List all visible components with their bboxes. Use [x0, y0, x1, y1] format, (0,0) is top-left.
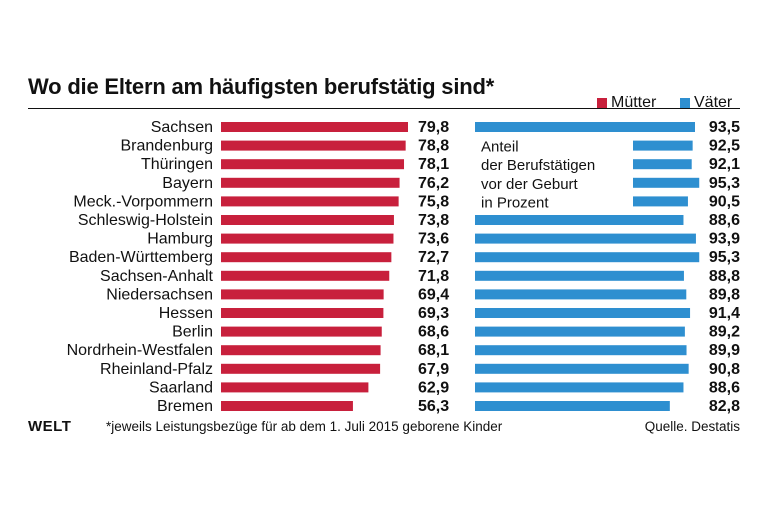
footnote: *jeweils Leistungsbezüge für ab dem 1. J…: [106, 419, 503, 434]
bar-vaeter-sachsen-anhalt: [475, 270, 684, 281]
bar-vaeter-schleswig-holstein: [475, 215, 684, 225]
bar-muetter-meck-vorpommern: [221, 196, 399, 207]
value-vaeter-th-ringen: 92,1: [709, 156, 740, 173]
bar-vaeter-baden-w-rttemberg: [475, 252, 700, 263]
state-label-schleswig-holstein: Schleswig-Holstein: [78, 212, 213, 229]
state-label-niedersachsen: Niedersachsen: [106, 286, 213, 303]
legend-swatch-vaeter: [680, 98, 690, 108]
bar-vaeter-rheinland-pfalz: [475, 363, 689, 374]
bar-vaeter-sachsen: [475, 122, 695, 132]
bar-muetter-baden-w-rttemberg: [221, 252, 392, 263]
bar-muetter-brandenburg: [221, 140, 406, 151]
bar-muetter-saarland: [221, 382, 369, 393]
value-muetter-hessen: 69,3: [418, 305, 449, 322]
bar-muetter-bremen: [221, 401, 353, 411]
value-muetter-sachsen: 79,8: [418, 119, 449, 136]
value-vaeter-sachsen: 93,5: [709, 119, 740, 136]
legend-label-muetter: Mütter: [611, 94, 657, 111]
value-muetter-baden-w-rttemberg: 72,7: [418, 249, 449, 266]
chart-title: Wo die Eltern am häufigsten berufstätig …: [28, 74, 495, 99]
bar-vaeter-bremen: [475, 401, 670, 411]
bar-muetter-berlin: [221, 326, 382, 337]
state-label-saarland: Saarland: [149, 379, 213, 396]
value-muetter-bremen: 56,3: [418, 398, 449, 415]
value-vaeter-baden-w-rttemberg: 95,3: [709, 249, 740, 266]
value-vaeter-sachsen-anhalt: 88,8: [709, 268, 740, 285]
title-divider: [28, 108, 740, 109]
value-vaeter-brandenburg: 92,5: [709, 138, 740, 155]
value-muetter-bayern: 76,2: [418, 175, 449, 192]
bar-vaeter-saarland: [475, 382, 684, 393]
bar-vaeter-hessen: [475, 308, 691, 318]
mothers-bars: 79,8 78,878,1 76,275,8 73,8 73,672,7 71,869,4…: [221, 119, 449, 415]
state-label-berlin: Berlin: [172, 324, 213, 341]
value-vaeter-meck-vorpommern: 90,5: [709, 193, 740, 210]
bar-muetter-rheinland-pfalz: [221, 363, 381, 374]
value-muetter-berlin: 68,6: [418, 324, 449, 341]
value-vaeter-hessen: 91,4: [709, 305, 740, 322]
value-vaeter-berlin: 89,2: [709, 324, 740, 341]
bar-muetter-schleswig-holstein: [221, 215, 394, 225]
bar-muetter-nordrhein-westfalen: [221, 345, 381, 356]
value-vaeter-bremen: 82,8: [709, 398, 740, 415]
annotation-line: in Prozent: [481, 194, 549, 211]
state-label-rheinland-pfalz: Rheinland-Pfalz: [100, 361, 213, 378]
value-muetter-saarland: 62,9: [418, 379, 449, 396]
value-muetter-hamburg: 73,6: [418, 231, 449, 248]
value-vaeter-schleswig-holstein: 88,6: [709, 212, 740, 229]
value-muetter-sachsen-anhalt: 71,8: [418, 268, 449, 285]
state-label-hessen: Hessen: [159, 305, 213, 322]
state-label-nordrhein-westfalen: Nordrhein-Westfalen: [67, 342, 213, 359]
bar-vaeter-nordrhein-westfalen: [475, 345, 687, 356]
value-muetter-nordrhein-westfalen: 68,1: [418, 342, 449, 359]
bar-vaeter-niedersachsen: [475, 289, 687, 300]
value-vaeter-nordrhein-westfalen: 89,9: [709, 342, 740, 359]
bar-vaeter-hamburg: [475, 233, 696, 244]
value-vaeter-saarland: 88,6: [709, 379, 740, 396]
state-label-meck-vorpommern: Meck.-Vorpommern: [73, 193, 213, 210]
value-vaeter-hamburg: 93,9: [709, 231, 740, 248]
legend-item-muetter: Mütter: [597, 94, 656, 112]
bar-muetter-niedersachsen: [221, 289, 384, 300]
state-label-th-ringen: Thüringen: [141, 156, 213, 173]
state-label-sachsen: Sachsen: [151, 119, 213, 136]
value-vaeter-niedersachsen: 89,8: [709, 286, 740, 303]
state-label-baden-w-rttemberg: Baden-Württemberg: [69, 249, 213, 266]
bar-muetter-hamburg: [221, 233, 394, 244]
state-label-bremen: Bremen: [157, 398, 213, 415]
value-muetter-niedersachsen: 69,4: [418, 286, 449, 303]
value-muetter-schleswig-holstein: 73,8: [418, 212, 449, 229]
state-label-bayern: Bayern: [162, 175, 213, 192]
state-label-brandenburg: Brandenburg: [120, 138, 213, 155]
bar-muetter-hessen: [221, 308, 384, 318]
state-label-sachsen-anhalt: Sachsen-Anhalt: [100, 268, 214, 285]
value-muetter-meck-vorpommern: 75,8: [418, 193, 449, 210]
welt-logo: WELT: [28, 418, 72, 435]
value-vaeter-bayern: 95,3: [709, 175, 740, 192]
bar-vaeter-berlin: [475, 326, 685, 337]
legend-swatch-muetter: [597, 98, 607, 108]
annotation-line: der Berufstätigen: [481, 157, 595, 174]
annotation-line: vor der Geburt: [481, 176, 579, 193]
annotation-box: [475, 137, 633, 215]
legend-item-vaeter: Väter: [680, 94, 732, 112]
annotation-line: Anteil: [481, 139, 519, 156]
value-vaeter-rheinland-pfalz: 90,8: [709, 361, 740, 378]
source-note: Quelle. Destatis: [644, 419, 740, 434]
state-label-hamburg: Hamburg: [147, 231, 213, 248]
value-muetter-th-ringen: 78,1: [418, 156, 449, 173]
legend-label-vaeter: Väter: [694, 94, 733, 111]
value-muetter-brandenburg: 78,8: [418, 138, 449, 155]
bar-muetter-bayern: [221, 177, 400, 188]
bar-muetter-sachsen-anhalt: [221, 270, 390, 281]
bar-muetter-th-ringen: [221, 159, 405, 170]
bar-muetter-sachsen: [221, 122, 408, 132]
value-muetter-rheinland-pfalz: 67,9: [418, 361, 449, 378]
